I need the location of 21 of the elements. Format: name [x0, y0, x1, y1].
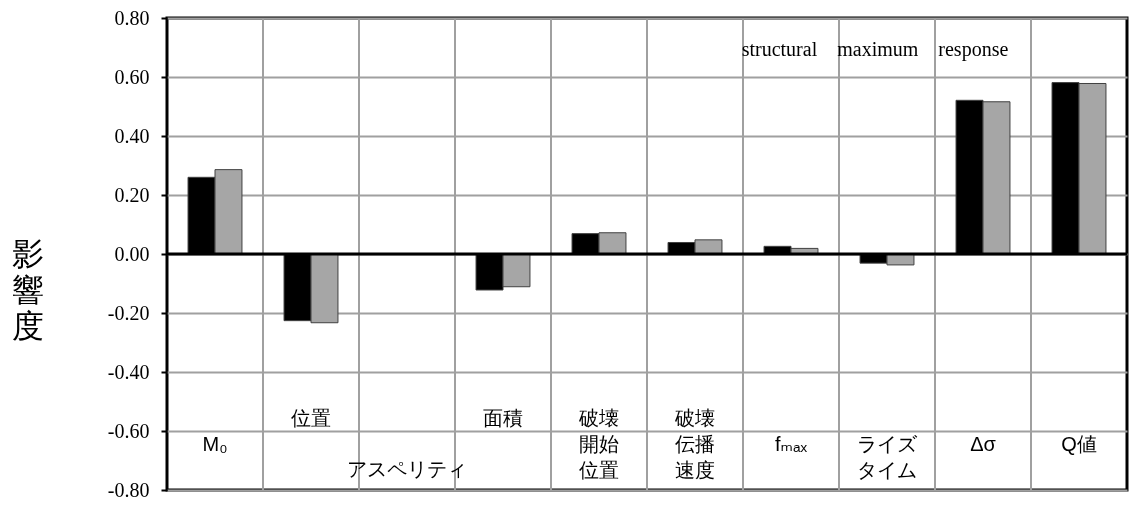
x-tick-label: M₀ [202, 432, 228, 455]
x-tick-label: 破壊開始位置 [578, 406, 619, 481]
y-tick-label: 0.20 [114, 183, 150, 206]
y-tick-label: 0.00 [114, 242, 150, 265]
annotation: structural maximum response [741, 38, 1009, 61]
x-tick-label: 面積 [483, 406, 523, 429]
x-tick-label: ライズタイム [857, 432, 918, 481]
y-tick-label: 0.80 [114, 6, 150, 29]
y-tick-label: -0.20 [107, 301, 150, 324]
y-tick-label: -0.60 [107, 419, 150, 442]
x-tick-label: fₘₐₓ [774, 432, 808, 455]
x-tick-label: 位置 [291, 406, 331, 429]
annotation: アスペリティ [347, 458, 467, 480]
x-tick-label: Δσ [970, 432, 997, 455]
x-tick-label: 破壊伝播速度 [674, 406, 715, 481]
y-tick-label: 0.60 [114, 65, 150, 88]
y-tick-label: -0.80 [107, 478, 150, 501]
y-axis-title: 影響度 [11, 235, 44, 344]
y-tick-label: -0.40 [107, 360, 150, 383]
y-tick-label: 0.40 [114, 124, 150, 147]
x-tick-label: Q値 [1061, 432, 1097, 455]
